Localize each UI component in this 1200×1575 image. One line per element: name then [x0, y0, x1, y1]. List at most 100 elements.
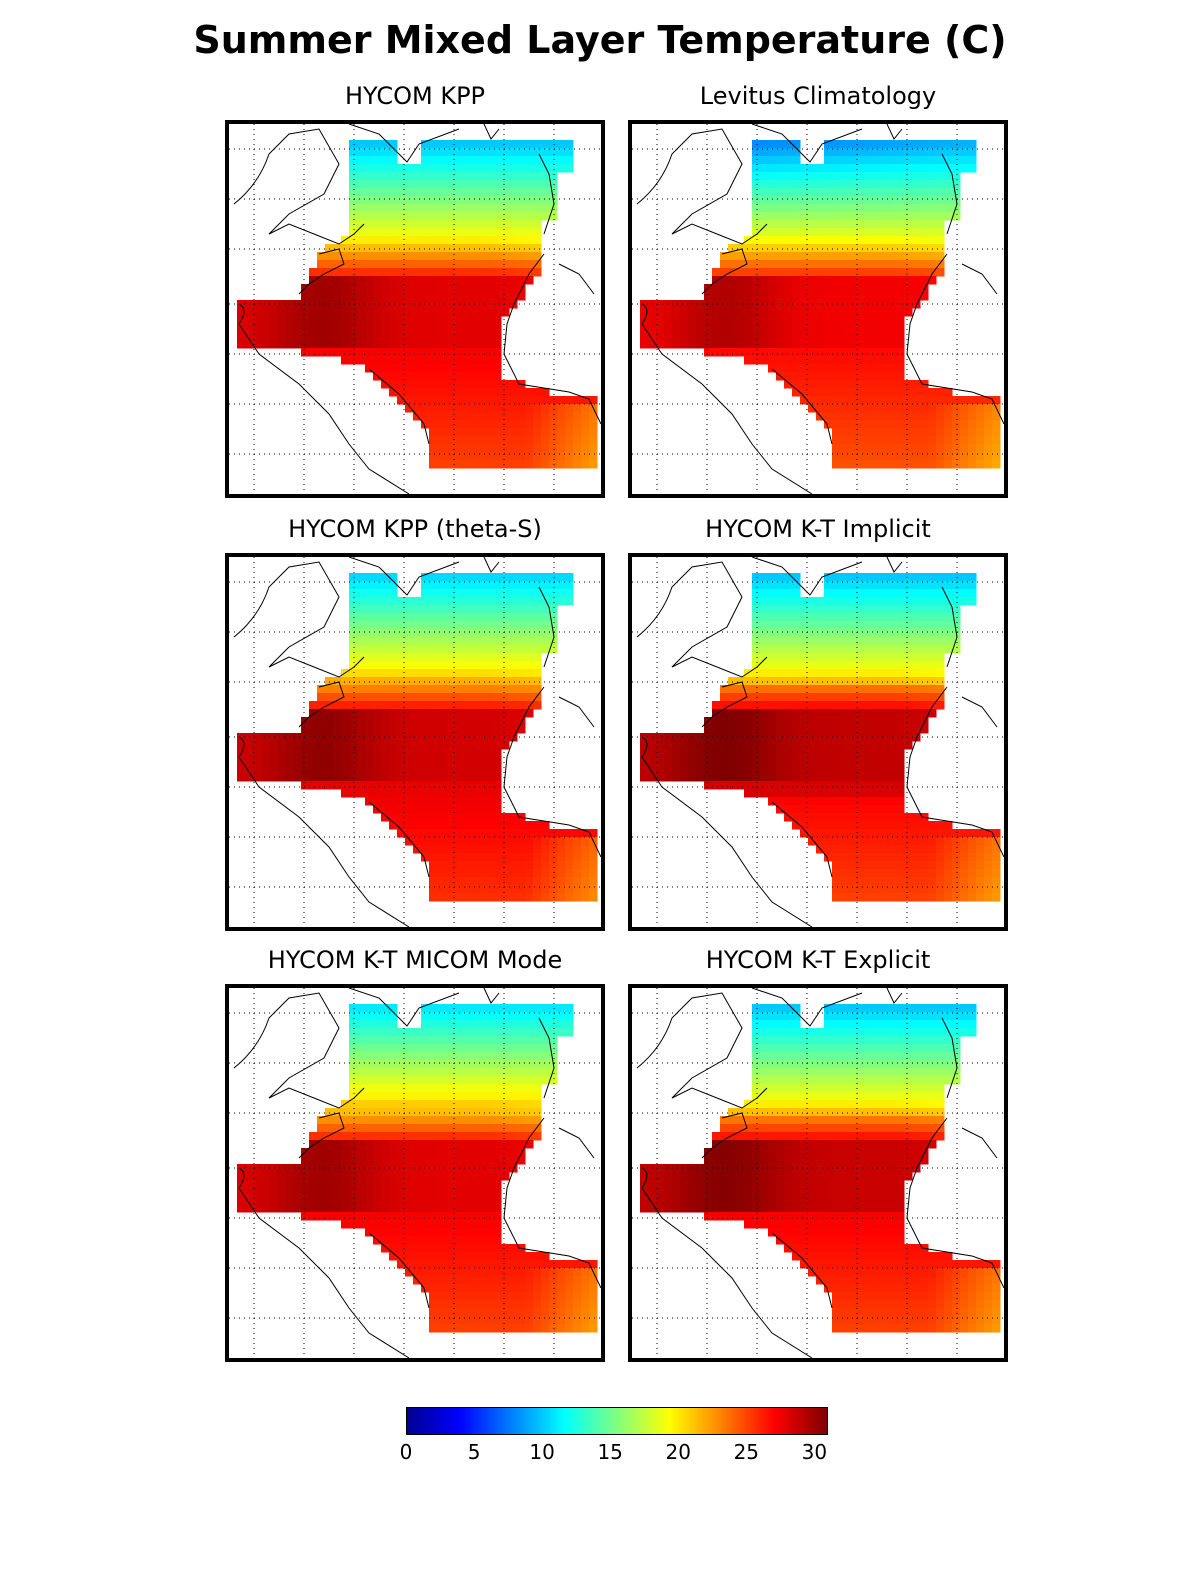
temperature-cell [912, 637, 921, 646]
temperature-cell [389, 621, 398, 630]
temperature-cell [485, 637, 494, 646]
temperature-cell [992, 877, 1001, 886]
temperature-cell [880, 661, 889, 670]
temperature-cell [421, 1116, 430, 1125]
temperature-cell [413, 629, 422, 638]
temperature-cell [936, 228, 945, 237]
temperature-cell [429, 348, 438, 357]
temperature-cell [445, 821, 454, 830]
temperature-cell [880, 645, 889, 654]
temperature-cell [501, 1076, 510, 1085]
temperature-cell [485, 1004, 494, 1013]
temperature-cell [533, 220, 542, 229]
temperature-cell [357, 140, 366, 149]
temperature-cell [848, 452, 857, 461]
temperature-cell [397, 749, 406, 758]
temperature-cell [477, 685, 486, 694]
temperature-cell [413, 1076, 422, 1085]
temperature-cell [720, 701, 729, 710]
temperature-cell [485, 420, 494, 429]
temperature-cell [325, 340, 334, 349]
temperature-cell [976, 837, 985, 846]
temperature-cell [453, 436, 462, 445]
temperature-cell [269, 765, 278, 774]
temperature-cell [357, 212, 366, 221]
temperature-cell [936, 452, 945, 461]
panel-title: HYCOM KPP (theta-S) [288, 515, 542, 543]
temperature-cell [469, 645, 478, 654]
temperature-cell [856, 188, 865, 197]
temperature-cell [485, 364, 494, 373]
temperature-cell [800, 757, 809, 766]
temperature-cell [373, 669, 382, 678]
temperature-cell [405, 364, 414, 373]
temperature-cell [816, 260, 825, 269]
temperature-cell [704, 292, 713, 301]
temperature-cell [533, 701, 542, 710]
temperature-cell [525, 661, 534, 670]
temperature-cell [493, 581, 502, 590]
temperature-cell [445, 1020, 454, 1029]
temperature-cell [792, 140, 801, 149]
temperature-cell [784, 653, 793, 662]
temperature-cell [397, 1076, 406, 1085]
temperature-cell [936, 428, 945, 437]
temperature-cell [405, 741, 414, 750]
temperature-cell [784, 693, 793, 702]
temperature-cell [880, 228, 889, 237]
temperature-cell [293, 332, 302, 341]
temperature-cell [333, 709, 342, 718]
temperature-cell [509, 1036, 518, 1045]
temperature-cell [525, 1132, 534, 1141]
temperature-cell [848, 220, 857, 229]
temperature-cell [816, 805, 825, 814]
temperature-cell [784, 260, 793, 269]
temperature-cell [453, 669, 462, 678]
temperature-cell [413, 1180, 422, 1189]
temperature-cell [808, 268, 817, 277]
temperature-cell [880, 444, 889, 453]
temperature-cell [589, 460, 598, 469]
temperature-cell [872, 773, 881, 782]
temperature-cell [309, 757, 318, 766]
temperature-cell [477, 725, 486, 734]
temperature-cell [952, 605, 961, 614]
temperature-cell [501, 228, 510, 237]
temperature-cell [405, 693, 414, 702]
temperature-cell [445, 1140, 454, 1149]
temperature-cell [784, 212, 793, 221]
coastline [751, 557, 863, 596]
temperature-cell [397, 380, 406, 389]
temperature-cell [880, 669, 889, 678]
temperature-cell [872, 428, 881, 437]
temperature-cell [848, 364, 857, 373]
temperature-cell [517, 725, 526, 734]
temperature-cell [856, 621, 865, 630]
temperature-cell [469, 404, 478, 413]
temperature-cell [664, 332, 673, 341]
temperature-cell [768, 244, 777, 253]
temperature-cell [848, 813, 857, 822]
temperature-cell [800, 709, 809, 718]
temperature-cell [461, 1036, 470, 1045]
temperature-cell [501, 412, 510, 421]
temperature-cell [509, 268, 518, 277]
temperature-cell [912, 677, 921, 686]
temperature-cell [856, 140, 865, 149]
map-panel-hycom-kpp-theta-s: HYCOM KPP (theta-S) [225, 515, 605, 935]
temperature-cell [896, 885, 905, 894]
temperature-cell [493, 693, 502, 702]
temperature-cell [573, 845, 582, 854]
temperature-cell [501, 1012, 510, 1021]
temperature-cell [768, 589, 777, 598]
temperature-cell [776, 581, 785, 590]
temperature-cell [477, 1164, 486, 1173]
temperature-cell [453, 773, 462, 782]
temperature-cell [888, 252, 897, 261]
temperature-cell [824, 773, 833, 782]
temperature-cell [768, 324, 777, 333]
temperature-cell [429, 260, 438, 269]
temperature-cell [549, 404, 558, 413]
temperature-cell [880, 324, 889, 333]
temperature-cell [760, 749, 769, 758]
